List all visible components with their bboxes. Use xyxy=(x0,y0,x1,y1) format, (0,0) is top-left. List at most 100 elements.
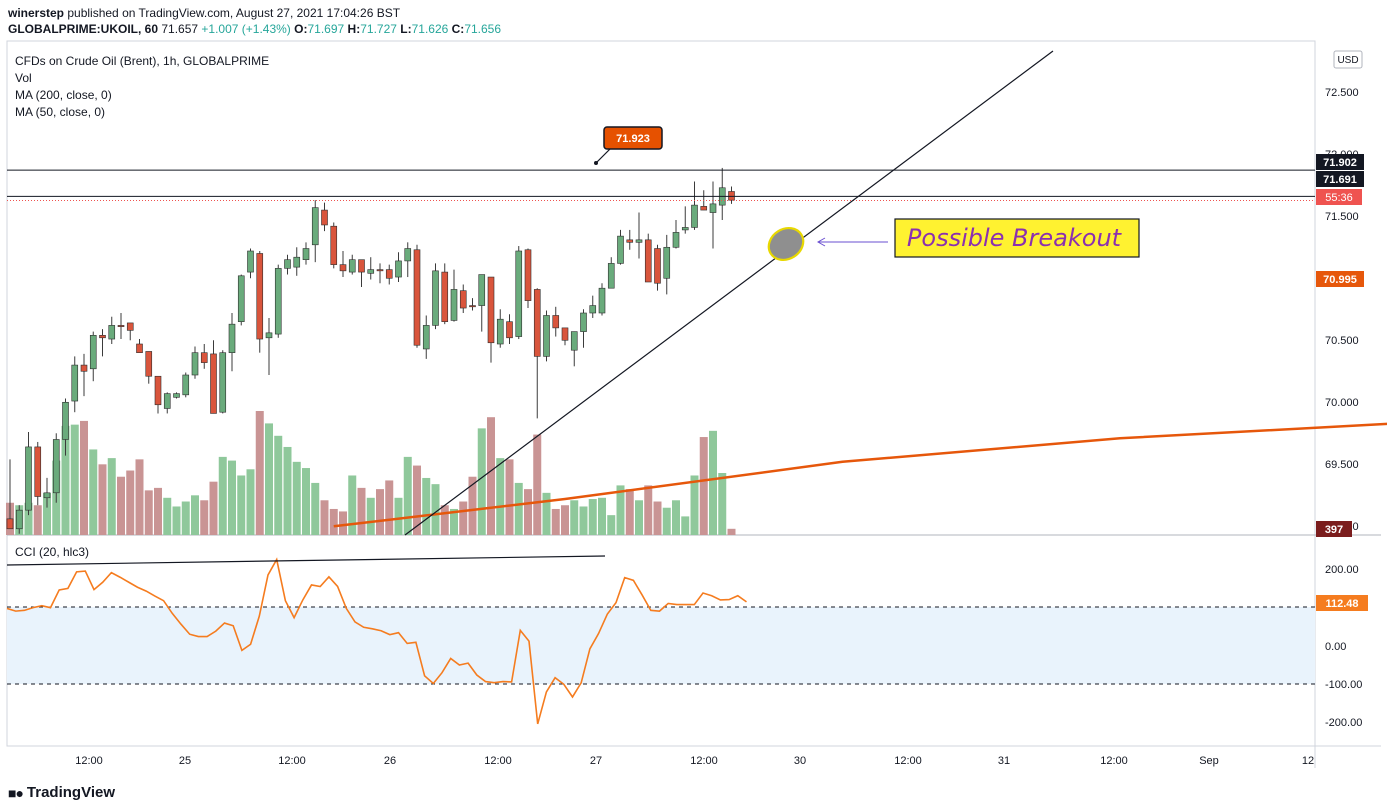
candle xyxy=(533,288,541,419)
ma50-legend[interactable]: MA (50, close, 0) xyxy=(15,105,105,119)
candle-body xyxy=(200,352,208,363)
volume-legend[interactable]: Vol xyxy=(15,71,32,85)
cci-legend[interactable]: CCI (20, hlc3) xyxy=(15,545,89,559)
symbol-name[interactable]: GLOBALPRIME:UKOIL, 60 xyxy=(8,22,159,36)
candle-body xyxy=(154,375,162,406)
currency-badge[interactable] xyxy=(1333,50,1363,69)
breakout-ellipse[interactable] xyxy=(763,222,809,267)
candle-body xyxy=(25,446,32,511)
volume-bar xyxy=(662,507,671,535)
candle xyxy=(163,392,171,414)
candle xyxy=(339,251,347,278)
volume-bar xyxy=(348,475,357,535)
candle-body xyxy=(163,393,171,409)
candle-body xyxy=(376,269,384,272)
low-label: L: xyxy=(400,22,412,36)
candle-body xyxy=(80,364,88,372)
symbol-line: GLOBALPRIME:UKOIL, 60 71.657 +1.007 (+1.… xyxy=(8,21,501,37)
volume-bar xyxy=(246,469,255,535)
ma50-tag: 70.995 xyxy=(1316,271,1364,287)
candle xyxy=(348,254,356,275)
volume-bar xyxy=(320,500,329,535)
candle xyxy=(515,246,523,340)
candle xyxy=(367,257,375,280)
candle-body xyxy=(34,446,42,497)
volume-bar xyxy=(80,420,88,535)
candle xyxy=(219,350,227,414)
cci-band xyxy=(7,607,1315,684)
author-name[interactable]: winerstep xyxy=(8,6,65,20)
candle xyxy=(469,298,476,311)
time-label: Sep xyxy=(1199,755,1219,767)
candle xyxy=(52,433,60,503)
candle-body xyxy=(469,305,476,308)
volume-bar xyxy=(588,499,597,535)
candle-body xyxy=(478,274,486,306)
candle xyxy=(395,252,402,282)
volume-bar xyxy=(302,468,310,535)
publisher-line: winerstep published on TradingView.com, … xyxy=(8,5,501,21)
candle xyxy=(117,313,125,340)
candle xyxy=(672,220,680,249)
volume-bar xyxy=(718,473,727,535)
breakout-arrow[interactable] xyxy=(816,237,888,247)
price-callout[interactable]: 71.923 xyxy=(594,126,663,165)
time-axis[interactable]: 12:00 25 12:00 26 12:00 27 12:00 30 12:0… xyxy=(75,755,1314,767)
cci-trend-line[interactable] xyxy=(6,555,606,566)
candle xyxy=(108,316,116,344)
time-label: 25 xyxy=(179,755,191,767)
time-label: 27 xyxy=(590,755,602,767)
candle xyxy=(487,276,495,363)
candle xyxy=(200,344,208,369)
candle-body xyxy=(654,248,661,284)
breakout-label-box[interactable]: Possible Breakout xyxy=(894,218,1140,258)
candle-body xyxy=(302,248,310,260)
candle-body xyxy=(607,263,615,289)
candle xyxy=(311,200,319,263)
volume-bar xyxy=(413,465,421,535)
cci-axis[interactable]: 200.00 0.00 -100.00 -200.00 xyxy=(1325,564,1362,729)
volume-bar xyxy=(459,501,468,535)
last-price: 71.657 xyxy=(161,22,199,36)
time-label: 31 xyxy=(998,755,1010,767)
open-value: 71.697 xyxy=(307,22,345,36)
candle-body xyxy=(552,315,560,329)
price-change: +1.007 (+1.43%) xyxy=(201,22,291,36)
candle xyxy=(43,477,51,508)
candle-body xyxy=(321,209,328,226)
candle xyxy=(62,398,69,456)
svg-text:397: 397 xyxy=(1325,524,1343,536)
candle-body xyxy=(635,239,643,243)
volume-bar xyxy=(135,459,144,535)
ma50-line[interactable] xyxy=(333,283,1387,528)
cci-line[interactable] xyxy=(6,557,747,725)
volume-bar xyxy=(561,505,569,535)
countdown-tag: 55:36 xyxy=(1316,189,1362,205)
candle xyxy=(154,375,162,414)
candle-body xyxy=(533,289,541,357)
candle xyxy=(635,212,643,259)
volume-bar xyxy=(524,489,532,535)
price-axis[interactable]: 72.500 72.000 71.500 70.500 70.000 69.50… xyxy=(1325,87,1359,533)
candle xyxy=(136,339,143,353)
candle-body xyxy=(561,327,569,341)
volume-bar xyxy=(672,500,680,535)
time-label: 12 xyxy=(1302,755,1314,767)
candle xyxy=(441,263,449,325)
volume-bar xyxy=(255,411,264,535)
candle-body xyxy=(413,249,421,346)
candle xyxy=(89,331,97,382)
footer-brand[interactable]: ■● TradingView xyxy=(8,784,115,801)
svg-text:71.902: 71.902 xyxy=(1323,157,1357,169)
ma200-legend[interactable]: MA (200, close, 0) xyxy=(15,88,112,102)
series-title[interactable]: CFDs on Crude Oil (Brent), 1h, GLOBALPRI… xyxy=(15,54,269,68)
candle-body xyxy=(681,227,689,231)
cci-label-200: 200.00 xyxy=(1325,564,1359,576)
volume-bar xyxy=(357,487,366,535)
trend-line[interactable] xyxy=(404,50,1054,536)
volume-bar xyxy=(283,446,292,535)
time-label: 12:00 xyxy=(1100,755,1128,767)
volume-bar xyxy=(727,528,736,535)
candle xyxy=(385,264,393,285)
